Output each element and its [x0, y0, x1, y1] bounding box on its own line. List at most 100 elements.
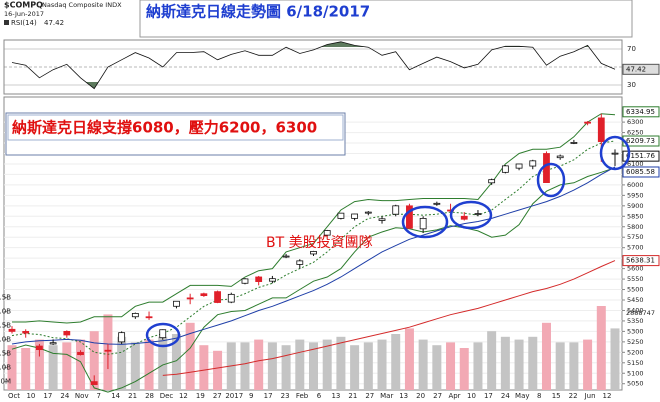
volume-tick-label: 2.0B [0, 336, 11, 344]
candle-body [406, 205, 413, 229]
x-tick-label: 28 [145, 392, 154, 400]
ma200-value-box [622, 255, 660, 267]
y-tick-label: 6100 [627, 160, 644, 168]
candle-body [227, 293, 235, 303]
rsi-oversold-fill [85, 82, 99, 89]
series-line [11, 166, 616, 345]
annotation-box [5, 112, 346, 156]
ma50-value: 6085.58 [626, 168, 655, 176]
x-tick-label: 10 [467, 392, 476, 400]
candle-body [22, 330, 30, 334]
candle-body [351, 213, 359, 219]
volume-bar [610, 328, 620, 390]
volume-bar [48, 345, 58, 390]
candle-body [392, 205, 400, 215]
volume-tick-label: 3.5B [0, 294, 11, 302]
candle-body [49, 342, 57, 345]
candle-body [597, 117, 605, 142]
volume-tick-label: 500M [0, 378, 11, 386]
candle-body [159, 329, 167, 339]
candle-body [310, 251, 317, 255]
circle [449, 200, 493, 230]
y-tick-label: 5200 [627, 348, 644, 356]
x-tick-label: 24 [60, 392, 69, 400]
candle-body [584, 121, 591, 124]
volume-bar [377, 339, 387, 390]
candle-body [515, 163, 523, 169]
volume-bar [7, 345, 17, 390]
volume-bar [350, 345, 360, 390]
candle-body [611, 152, 619, 155]
x-tick-label: 15 [552, 392, 561, 400]
x-tick-label: Dec [160, 392, 174, 400]
y-tick-label: 5450 [627, 296, 644, 304]
annotation: 納斯達克日線支撐6080，壓力6200，6300 [12, 119, 317, 137]
candle-body [501, 165, 509, 173]
x-tick-label: 21 [348, 392, 357, 400]
candle-body [118, 332, 126, 343]
symbol-name: Nasdaq Composite INDX [42, 1, 122, 9]
volume-bar [89, 331, 99, 390]
rsi-value: 47.42 [626, 65, 646, 73]
x-tick-label: 6 [317, 392, 322, 400]
volume-bar [117, 336, 127, 390]
candle-body [529, 160, 537, 167]
candle-body [77, 351, 84, 356]
rsi-line [11, 41, 616, 90]
rsi-value-box [622, 63, 660, 75]
volume-bar [158, 336, 168, 390]
circle [599, 135, 631, 171]
volume-tick-label: 1.5B [0, 350, 11, 358]
title-box [139, 0, 633, 38]
volume-bar [199, 345, 209, 390]
volume-bar [267, 342, 277, 390]
volume-bar [391, 334, 401, 390]
rsi-icon [4, 20, 9, 25]
x-tick-label: Nov [75, 392, 89, 400]
x-tick-label: 22 [569, 392, 578, 400]
bb-upper-value-box [622, 106, 660, 118]
volume-bar [309, 342, 318, 390]
y-tick-label: 5750 [627, 233, 644, 241]
front-layer: 5050 5100 5150 5200 5250 5300 5350 5400 5450 5500… [0, 41, 660, 400]
volume-bar [322, 339, 332, 390]
candle-body [214, 291, 221, 303]
candle-body [543, 153, 550, 183]
y-tick-label: 5950 [627, 191, 644, 199]
y-tick-label: 5550 [627, 275, 644, 283]
x-tick-label: 12 [603, 392, 612, 400]
close-value-box [622, 150, 660, 162]
series-line [12, 113, 616, 324]
rsi-tick-label: 70 [627, 45, 636, 53]
y-tick-label: 6250 [627, 129, 644, 137]
x-tick-label: 27 [213, 392, 222, 400]
y-tick-label: 6000 [627, 181, 644, 189]
volume-bar [363, 342, 373, 390]
circle [536, 162, 566, 198]
candle-body [570, 142, 578, 144]
x-tick-label: 7 [96, 392, 100, 400]
volume-bar [487, 331, 497, 390]
y-tick-label: 5250 [627, 338, 644, 346]
y-tick-label: 5350 [627, 317, 644, 325]
rsi-overbought-fill [320, 41, 589, 47]
close-value: 6151.76 [626, 152, 655, 160]
ma50-value-box [622, 166, 660, 178]
x-tick-label: Feb [296, 392, 309, 400]
volume-bar [596, 306, 606, 390]
candle-body [364, 211, 372, 214]
x-tick-label: 23 [281, 392, 290, 400]
x-tick-label: 24 [501, 392, 510, 400]
x-tick-label: 17 [484, 392, 493, 400]
volume-bar [336, 336, 346, 390]
rsi-label: RSI(14) [11, 19, 37, 27]
x-tick-label: Apr [448, 392, 460, 400]
volume-bar [185, 322, 195, 390]
watermark: BT 美股投資團隊 [266, 235, 373, 251]
volume-bar [144, 339, 154, 390]
x-tick-label: 10 [26, 392, 35, 400]
candle-body [268, 278, 276, 282]
x-tick-label: 19 [196, 392, 205, 400]
x-tick-label: 17 [43, 392, 52, 400]
